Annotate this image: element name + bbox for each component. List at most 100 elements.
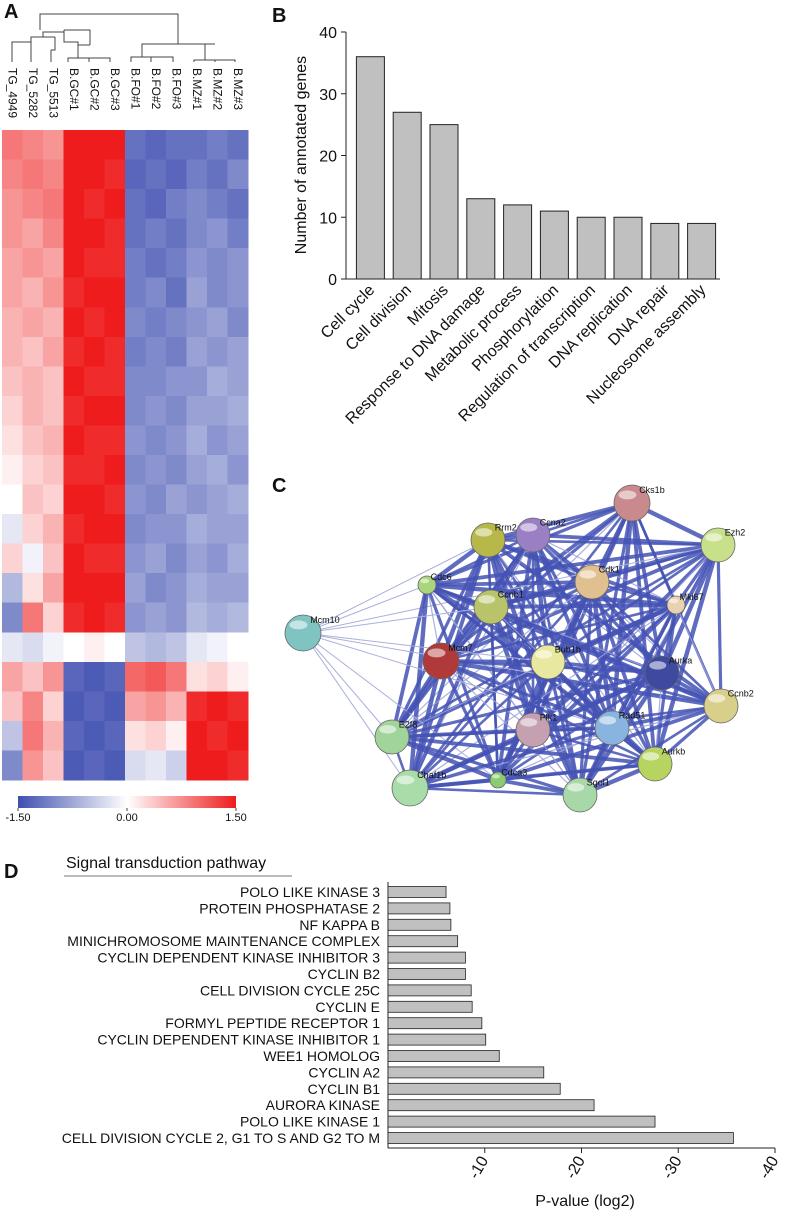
heatmap-cell <box>227 632 249 663</box>
heatmap-cell <box>84 632 106 663</box>
node-highlight <box>535 650 553 659</box>
heatmap-cell <box>186 395 208 427</box>
edge <box>490 603 677 609</box>
heatmap-cell <box>2 130 24 161</box>
bar <box>387 1066 545 1079</box>
heatmap-cell <box>186 248 208 279</box>
heatmap-cell <box>84 395 106 427</box>
heatmap-cell <box>166 336 188 367</box>
bar <box>392 111 422 280</box>
edge <box>302 606 492 634</box>
heatmap-cell <box>22 573 44 604</box>
heatmap-cell <box>166 602 188 633</box>
node-label: Sgol1 <box>587 778 610 788</box>
column-label: B.FO#1 <box>128 68 142 110</box>
heatmap-cell <box>227 395 249 427</box>
heatmap-cell <box>207 573 229 604</box>
bar <box>355 56 385 280</box>
heatmap-cell <box>43 543 65 574</box>
node-highlight <box>478 595 496 604</box>
heatmap-cell <box>22 691 44 722</box>
y-tick-label: PROTEIN PHOSPHATASE 2 <box>199 900 380 916</box>
heatmap-cell <box>63 720 85 752</box>
heatmap-cell <box>2 189 24 220</box>
heatmap-cell <box>84 691 106 722</box>
edge <box>302 544 719 634</box>
node-label: Ccnb1 <box>498 590 524 600</box>
heatmap-cell <box>166 395 188 427</box>
heatmap-cell <box>186 484 208 515</box>
heatmap-cell <box>22 750 44 781</box>
node-highlight <box>427 648 446 658</box>
edge <box>409 728 534 790</box>
edge <box>390 539 490 738</box>
heatmap-cell <box>22 514 44 545</box>
node-label: Ccnb2 <box>728 689 754 699</box>
edge <box>302 539 489 634</box>
heatmap-cell <box>145 218 167 249</box>
edge <box>530 534 551 663</box>
heatmap-cell <box>207 543 229 574</box>
heatmap-cell <box>43 750 65 781</box>
bar <box>387 951 466 964</box>
node-label: E2f8 <box>399 720 418 730</box>
edge <box>487 501 633 542</box>
heatmap-cell <box>166 455 188 486</box>
heatmap-cell <box>207 602 229 633</box>
node-highlight <box>475 528 493 537</box>
heatmap-cell <box>186 573 208 604</box>
node-highlight <box>420 578 430 584</box>
bar <box>687 222 717 280</box>
heatmap-cell <box>2 602 24 633</box>
bar <box>387 1082 561 1095</box>
heatmap-cell <box>22 720 44 752</box>
heatmap-cell <box>2 159 24 190</box>
edge <box>391 661 549 738</box>
heatmap-cell <box>104 130 126 161</box>
node-label: Ccna2 <box>540 518 566 528</box>
node-highlight <box>708 694 726 703</box>
heatmap-cell <box>2 691 24 722</box>
heatmap-cell <box>22 159 44 190</box>
edge <box>439 660 500 781</box>
heatmap-cell <box>2 543 24 574</box>
heatmap-cell <box>2 632 24 663</box>
bar <box>387 968 466 980</box>
heatmap-cell <box>43 455 65 486</box>
heatmap-cell <box>63 395 85 427</box>
heatmap-cell <box>207 277 229 308</box>
heatmap-cell <box>104 484 126 515</box>
heatmap-cell <box>227 543 249 574</box>
y-tick-label: CYCLIN DEPENDENT KINASE INHIBITOR 1 <box>97 1032 380 1048</box>
bar <box>650 222 680 280</box>
heatmap-cell <box>63 602 85 633</box>
heatmap-cell <box>63 750 85 781</box>
y-tick-label: CYCLIN DEPENDENT KINASE INHIBITOR 3 <box>97 950 380 966</box>
node-highlight <box>669 598 679 604</box>
heatmap-cell <box>145 720 167 752</box>
heatmap-cell <box>84 336 106 367</box>
y-tick-label: AURORA KINASE <box>266 1097 380 1113</box>
heatmap-cell <box>145 307 167 338</box>
node-highlight <box>618 490 637 500</box>
heatmap-cell <box>43 395 65 427</box>
heatmap-cell <box>2 514 24 545</box>
heatmap-cell <box>104 455 126 486</box>
edge <box>578 581 594 796</box>
edge <box>391 735 581 797</box>
heatmap-cell <box>207 336 229 367</box>
heatmap-cell <box>207 159 229 190</box>
y-tick-label: CELL DIVISION CYCLE 2, G1 TO S AND G2 TO… <box>62 1130 380 1146</box>
edge <box>440 603 677 663</box>
heatmap-cell <box>2 395 24 427</box>
edge <box>532 533 719 547</box>
heatmap-cell <box>125 307 147 338</box>
heatmap-cell <box>22 543 44 574</box>
bar <box>613 216 643 280</box>
heatmap-cell <box>166 632 188 663</box>
heatmap-cell <box>227 691 249 722</box>
heatmap-cell <box>166 189 188 220</box>
heatmap-cell <box>104 632 126 663</box>
heatmap-cell <box>84 248 106 279</box>
heatmap-cell <box>227 602 249 633</box>
